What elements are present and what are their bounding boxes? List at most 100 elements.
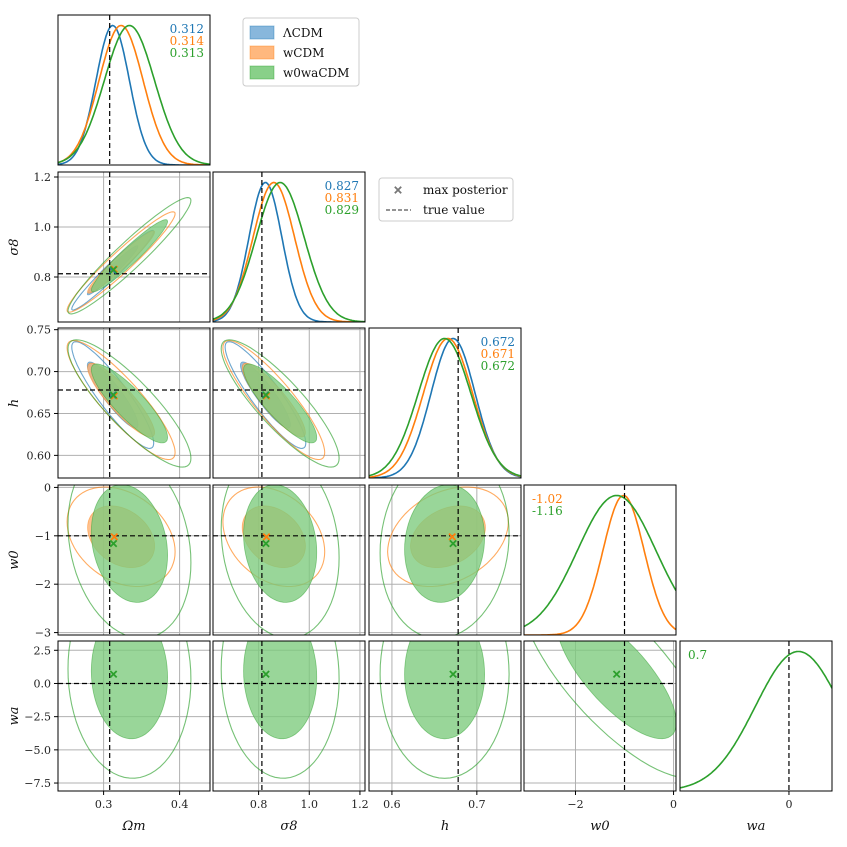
- marginal-h: [369, 328, 521, 478]
- panel-frame: [679, 640, 833, 792]
- max-posterior-marker-w0waCDM: [262, 670, 270, 679]
- y-tick-label: 0: [44, 481, 51, 494]
- max-posterior-value: 0.7: [688, 648, 707, 662]
- max-posterior-marker-w0waCDM: [109, 391, 118, 399]
- x-tick-label: 0.4: [171, 798, 189, 811]
- x-tick-label: −2: [567, 798, 583, 811]
- legend-label: max posterior: [423, 183, 508, 197]
- max-posterior-value: 0.827: [325, 179, 359, 193]
- marginal-wa: [680, 641, 832, 791]
- max-posterior-marker-w0waCDM: [109, 539, 118, 548]
- legend-frame: [378, 177, 514, 222]
- legend-label: ΛCDM: [282, 26, 323, 40]
- max-posterior-value: 0.831: [325, 191, 359, 205]
- contour-68-w0waCDM: [90, 219, 169, 293]
- contour-95-wCDM: [66, 211, 176, 313]
- legend-label: w0waCDM: [283, 66, 349, 80]
- panel-s8-h: [213, 328, 365, 478]
- max-posterior-value: 0.672: [481, 359, 515, 373]
- max-posterior-marker-w0waCDM: [109, 265, 118, 274]
- contour-68-w0waCDM: [243, 485, 318, 603]
- marginal-Om: [58, 15, 210, 165]
- y-tick-label: 0.60: [27, 449, 52, 462]
- max-posterior-value: 0.313: [170, 46, 204, 60]
- marginal-curve-w0waCDM: [58, 24, 210, 165]
- max-posterior-value: 0.312: [170, 22, 204, 36]
- y-tick-label: −3: [35, 627, 51, 640]
- panel-s8-w0: [213, 485, 365, 635]
- y-tick-label: 0.70: [27, 366, 52, 379]
- panel-frame: [212, 171, 366, 323]
- contour-68-w0waCDM: [559, 641, 676, 740]
- contour-68-w0waCDM: [90, 641, 169, 740]
- y-tick-label: 0.65: [27, 407, 52, 420]
- panel-Om-h: [58, 328, 210, 478]
- marginal-curve-w0waCDM: [369, 337, 521, 477]
- contour-95-w0waCDM: [532, 641, 676, 778]
- contour-95-w0waCDM: [379, 641, 510, 779]
- contour-95-w0waCDM: [379, 485, 510, 635]
- max-posterior-value: 0.672: [481, 335, 515, 349]
- x-axis-label: σ8: [280, 819, 297, 834]
- x-tick-label: 0: [785, 798, 792, 811]
- y-tick-label: 0.0: [34, 677, 52, 690]
- panel-frame: [57, 484, 211, 636]
- marginal-curve-ΛCDM: [58, 24, 210, 165]
- panel-h-wa: [369, 641, 521, 791]
- panel-Om-wa: [58, 641, 210, 791]
- y-tick-label: −1: [35, 530, 51, 543]
- panel-frame: [368, 484, 522, 636]
- x-tick-label: 1.0: [301, 798, 319, 811]
- marginal-curve-w0waCDM: [524, 494, 676, 628]
- panel-frame: [212, 327, 366, 479]
- x-axis-label: h: [441, 819, 449, 834]
- max-posterior-marker-w0waCDM: [612, 670, 621, 679]
- x-tick-label: 1.2: [351, 798, 369, 811]
- max-posterior-marker-w0waCDM: [449, 539, 457, 548]
- contour-68-w0waCDM: [243, 363, 318, 444]
- legend-markers: max posterior true value: [378, 177, 514, 222]
- marginal-curve-w0waCDM: [680, 650, 832, 789]
- x-axis-label: Ωm: [121, 819, 145, 834]
- contour-68-w0waCDM: [90, 485, 169, 603]
- max-posterior-value: 0.829: [325, 203, 359, 217]
- panel-frame: [212, 484, 366, 636]
- contour-68-w0waCDM: [404, 641, 486, 740]
- y-tick-label: 0.75: [27, 324, 52, 337]
- x-tick-label: 0: [670, 798, 677, 811]
- panel-frame: [368, 327, 522, 479]
- contour-95-w0waCDM: [220, 339, 340, 468]
- y-tick-label: 1.0: [34, 221, 52, 234]
- panel-frame: [57, 327, 211, 479]
- x-tick-label: 0.6: [383, 798, 401, 811]
- y-axis-label: wa: [7, 707, 22, 726]
- max-posterior-marker-w0waCDM: [262, 391, 270, 399]
- y-axis-label: h: [7, 399, 22, 407]
- marginal-curve-w0waCDM: [213, 181, 365, 322]
- legend-label: wCDM: [283, 46, 324, 60]
- panel-w0-wa: [524, 641, 676, 791]
- y-tick-label: −7.5: [24, 777, 51, 790]
- legend-swatch-wCDM: [249, 45, 275, 60]
- panel-Om-w0: [58, 485, 210, 635]
- max-posterior-marker-w0waCDM: [109, 670, 118, 679]
- marginal-curve-ΛCDM: [213, 181, 365, 322]
- max-posterior-marker-w0waCDM: [262, 539, 270, 548]
- legend-swatch-ΛCDM: [249, 25, 275, 40]
- x-tick-label: 0.3: [95, 798, 113, 811]
- x-tick-label: 0.8: [250, 798, 268, 811]
- max-posterior-marker-wCDM: [262, 532, 271, 541]
- x-axis-label: w0: [590, 819, 609, 834]
- contour-95-w0waCDM: [67, 197, 192, 315]
- contour-95-wCDM: [222, 340, 326, 461]
- legend-models: ΛCDM wCDM w0waCDM: [242, 17, 360, 87]
- contour-95-w0waCDM: [67, 339, 192, 468]
- contour-95-w0waCDM: [67, 641, 192, 779]
- contour-68-w0waCDM: [90, 363, 169, 444]
- y-tick-label: 1.2: [34, 171, 52, 184]
- max-posterior-value: -1.02: [532, 492, 563, 506]
- max-posterior-marker-w0waCDM: [449, 670, 457, 679]
- x-tick-label: 0.7: [468, 798, 486, 811]
- y-axis-label: σ8: [7, 238, 22, 255]
